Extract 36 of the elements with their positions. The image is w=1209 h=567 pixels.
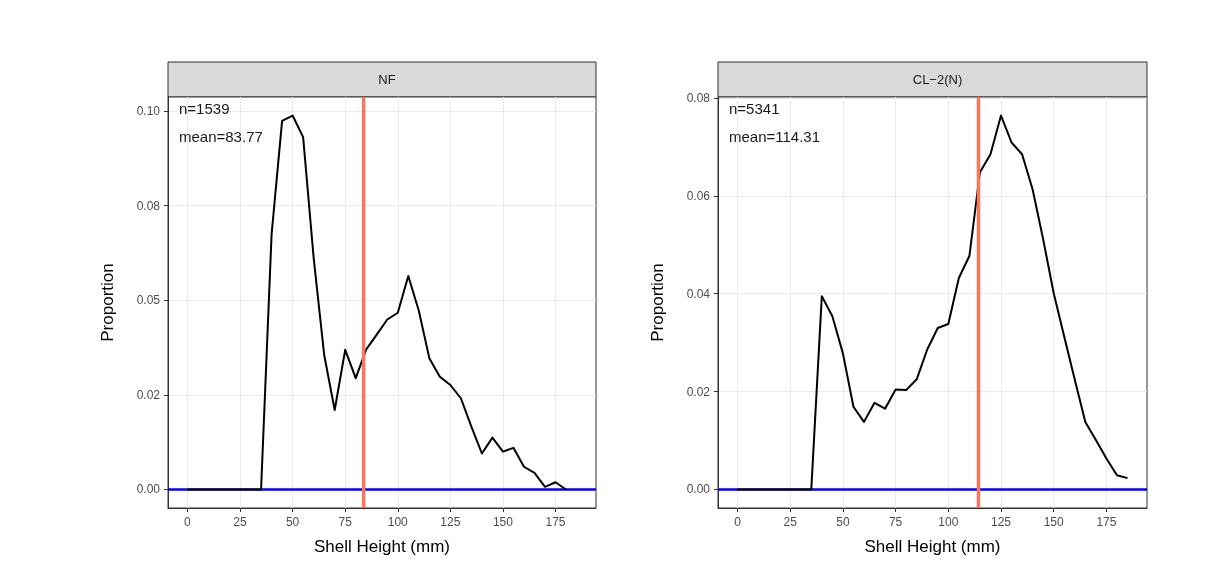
y-tick-label: 0.04 bbox=[686, 286, 711, 301]
x-tick-label: 175 bbox=[545, 515, 566, 529]
x-tick-label: 0 bbox=[184, 515, 192, 529]
annotation: mean=83.77 bbox=[179, 128, 263, 145]
x-tick-label: 150 bbox=[1043, 515, 1065, 529]
annotation: mean=114.31 bbox=[729, 128, 821, 145]
x-axis-title: Shell Height (mm) bbox=[313, 537, 451, 556]
x-tick-label: 75 bbox=[338, 515, 353, 529]
y-tick-label: 0.06 bbox=[686, 188, 711, 203]
y-tick-label: 0.05 bbox=[136, 293, 161, 308]
y-tick-label: 0.02 bbox=[686, 384, 711, 399]
x-tick-label: 0 bbox=[734, 515, 742, 529]
annotation: n=5341 bbox=[729, 100, 780, 117]
y-tick-label: 0.08 bbox=[136, 198, 161, 213]
x-tick-label: 175 bbox=[1096, 515, 1117, 529]
y-tick-label: 0.08 bbox=[686, 90, 711, 105]
x-tick-label: 25 bbox=[783, 515, 798, 529]
y-tick-label: 0.00 bbox=[686, 482, 711, 497]
y-tick-label: 0.02 bbox=[136, 387, 161, 402]
annotation: n=1539 bbox=[179, 100, 230, 117]
x-tick-label: 100 bbox=[938, 515, 959, 529]
x-tick-label: 125 bbox=[991, 515, 1012, 529]
x-axis-title: Shell Height (mm) bbox=[864, 537, 1001, 556]
x-tick-label: 150 bbox=[492, 515, 514, 529]
x-tick-label: 50 bbox=[285, 515, 300, 529]
x-tick-label: 125 bbox=[440, 515, 461, 529]
y-tick-label: 0.00 bbox=[136, 482, 161, 497]
y-tick-label: 0.10 bbox=[136, 104, 161, 118]
chart-title: NF bbox=[378, 72, 396, 87]
x-tick-label: 100 bbox=[387, 515, 409, 529]
x-tick-label: 50 bbox=[836, 515, 850, 529]
x-tick-label: 75 bbox=[888, 515, 903, 529]
y-axis-title: Proportion bbox=[98, 263, 117, 342]
x-tick-label: 25 bbox=[233, 515, 248, 529]
y-axis-title: Proportion bbox=[648, 263, 667, 342]
chart-title: CL−2(N) bbox=[912, 72, 963, 87]
